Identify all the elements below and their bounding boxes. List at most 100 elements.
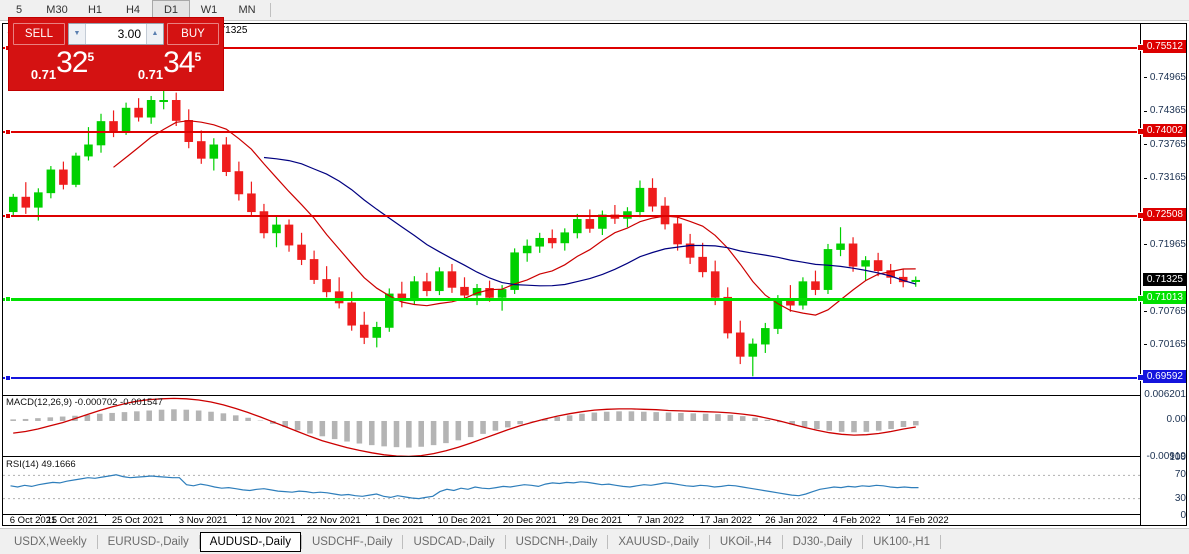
rsi-indicator-pane[interactable]: RSI(14) 49.1666	[3, 458, 1140, 516]
tick-mark	[1143, 144, 1147, 146]
macd-indicator-pane[interactable]: MACD(12,26,9) -0.000702 -0.001547	[3, 395, 1140, 457]
buy-button[interactable]: BUY	[167, 22, 219, 45]
price-tick-label: 0.73165	[1149, 172, 1186, 183]
macd-scale-label: 0.006201	[1144, 389, 1186, 400]
timeframe-toolbar: 5 M30 H1 H4 D1 W1 MN	[0, 0, 1189, 21]
price-tick-label: 0.74965	[1149, 71, 1186, 83]
date-axis-separator	[823, 515, 825, 516]
chart-window: ▲ AUDUSD-,Daily 0.71317 0.71395 0.71210 …	[2, 23, 1187, 526]
tab-divider	[300, 534, 302, 549]
date-axis-label: 26 Jan 2022	[765, 515, 818, 525]
timeframe-button-m30[interactable]: M30	[46, 4, 68, 16]
line-handle-icon[interactable]	[5, 129, 11, 136]
price-tick-0.70765: 0.70765	[1143, 305, 1186, 317]
date-axis-separator	[758, 515, 760, 516]
timeframe-button-5[interactable]: 5	[15, 4, 23, 16]
sell-price-fraction: 5	[87, 50, 95, 64]
price-tick-label: 0.70765	[1149, 305, 1186, 317]
date-axis-label: 14 Feb 2022	[895, 515, 949, 525]
sell-button[interactable]: SELL	[13, 22, 65, 45]
volume-increase-icon[interactable]: ▲	[146, 23, 163, 44]
volume-decrease-icon[interactable]: ▼	[69, 23, 86, 44]
horizontal-line-floor-0.69592[interactable]	[3, 374, 1140, 381]
date-axis-separator	[301, 515, 303, 516]
date-axis-label: 12 Nov 2021	[241, 515, 296, 525]
date-axis-separator	[170, 515, 172, 516]
date-axis-label: 3 Nov 2021	[178, 515, 228, 525]
tab-divider	[862, 534, 864, 549]
price-tick-0.74365: 0.74365	[1143, 105, 1186, 117]
date-axis-label: 20 Dec 2021	[502, 515, 557, 525]
price-level-label-red[interactable]: 0.75512	[1142, 40, 1186, 54]
chart-tab-usdcaddaily[interactable]: USDCAD-,Daily	[413, 535, 495, 548]
date-axis-label: 25 Oct 2021	[111, 515, 164, 525]
rsi-scale-label: 0	[1180, 510, 1186, 521]
date-axis-label: 1 Dec 2021	[374, 515, 424, 525]
date-axis-separator	[105, 515, 107, 516]
price-level-label-blue[interactable]: 0.69592	[1142, 369, 1186, 383]
timeframe-button-mn[interactable]: MN	[238, 4, 256, 16]
tick-mark	[1143, 244, 1147, 246]
price-tick-label: 0.74365	[1149, 105, 1186, 117]
timeframe-button-h4[interactable]: H4	[125, 4, 141, 16]
date-axis-label: 17 Jan 2022	[699, 515, 753, 525]
chart-tab-xauusddaily[interactable]: XAUUSD-,Daily	[618, 535, 699, 548]
chart-tab-eurusddaily[interactable]: EURUSD-,Daily	[107, 535, 189, 548]
date-axis-label: 7 Jan 2022	[637, 515, 685, 525]
rsi-scale-label: 100	[1169, 452, 1186, 463]
timeframe-button-h1[interactable]: H1	[87, 4, 103, 16]
price-level-label-green[interactable]: 0.71013	[1142, 290, 1186, 304]
tab-divider	[402, 534, 404, 549]
line-handle-icon[interactable]	[5, 295, 11, 302]
line-handle-icon[interactable]	[5, 374, 11, 381]
volume-stepper[interactable]: ▼ 3.00 ▲	[68, 22, 164, 45]
toolbar-divider	[270, 3, 271, 17]
chart-tab-usdxweekly[interactable]: USDX,Weekly	[14, 535, 87, 548]
buy-price-quote[interactable]: 0.71 34 5	[118, 46, 221, 86]
date-axis-label: 15 Oct 2021	[46, 515, 99, 525]
date-axis-label: 29 Dec 2021	[568, 515, 623, 525]
chart-tab-usdchfdaily[interactable]: USDCHF-,Daily	[311, 535, 393, 548]
buy-price-fraction: 5	[194, 50, 202, 64]
chart-tab-uk100h1[interactable]: UK100-,H1	[873, 535, 930, 548]
price-tick-label: 0.70165	[1149, 338, 1186, 350]
horizontal-line-resistance-0.72508[interactable]	[3, 212, 1140, 219]
date-axis: 6 Oct 2021 15 Oct 2021 25 Oct 2021 3 Nov 20…	[3, 514, 1140, 525]
buy-price-big: 34	[163, 46, 195, 79]
price-tick-0.73765: 0.73765	[1143, 138, 1186, 150]
price-level-label-black[interactable]: 0.71325	[1142, 273, 1186, 287]
rsi-label: RSI(14) 49.1666	[6, 459, 76, 470]
macd-label: MACD(12,26,9) -0.000702 -0.001547	[6, 397, 163, 408]
chart-tab-usdcnhdaily[interactable]: USDCNH-,Daily	[515, 535, 598, 548]
price-level-label-red[interactable]: 0.72508	[1142, 207, 1186, 221]
date-axis-separator	[889, 515, 891, 516]
macd-scale-label: -0.00919	[1146, 451, 1186, 462]
horizontal-line-support-0.71013[interactable]	[3, 295, 1140, 302]
price-level-label-red[interactable]: 0.74002	[1142, 124, 1186, 138]
tab-divider	[96, 534, 98, 549]
price-tick-0.71965: 0.71965	[1143, 239, 1186, 250]
volume-input[interactable]: 3.00	[86, 23, 146, 44]
tick-mark	[1143, 110, 1147, 112]
price-scale-axis[interactable]: 0.74965 0.74365 0.73765 0.73165 0.71965 0.707…	[1137, 24, 1186, 525]
tab-divider	[940, 534, 941, 549]
date-axis-separator	[39, 515, 41, 516]
chart-tab-ukoilh4[interactable]: UKOil-,H4	[719, 535, 772, 548]
chart-tab-audusddaily[interactable]: AUDUSD-,Daily	[199, 531, 301, 552]
tab-divider	[607, 534, 609, 549]
price-tick-0.74965: 0.74965	[1143, 71, 1186, 83]
tab-divider	[708, 534, 710, 549]
sell-price-quote[interactable]: 0.71 32 5	[11, 46, 114, 86]
price-chart-pane[interactable]	[3, 37, 1140, 393]
chart-tab-dj30daily[interactable]: DJ30-,Daily	[792, 535, 853, 548]
date-axis-separator	[562, 515, 564, 516]
date-axis-separator	[497, 515, 499, 516]
line-handle-icon[interactable]	[5, 212, 11, 219]
price-tick-label: 0.73765	[1149, 138, 1186, 150]
date-axis-label: 22 Nov 2021	[306, 515, 361, 525]
price-tick-0.70165: 0.70165	[1143, 338, 1186, 350]
timeframe-button-w1[interactable]: W1	[200, 4, 218, 16]
date-axis-separator	[693, 515, 695, 516]
rsi-scale-label: 70	[1174, 469, 1186, 481]
horizontal-line-resistance-0.74002[interactable]	[3, 129, 1140, 136]
